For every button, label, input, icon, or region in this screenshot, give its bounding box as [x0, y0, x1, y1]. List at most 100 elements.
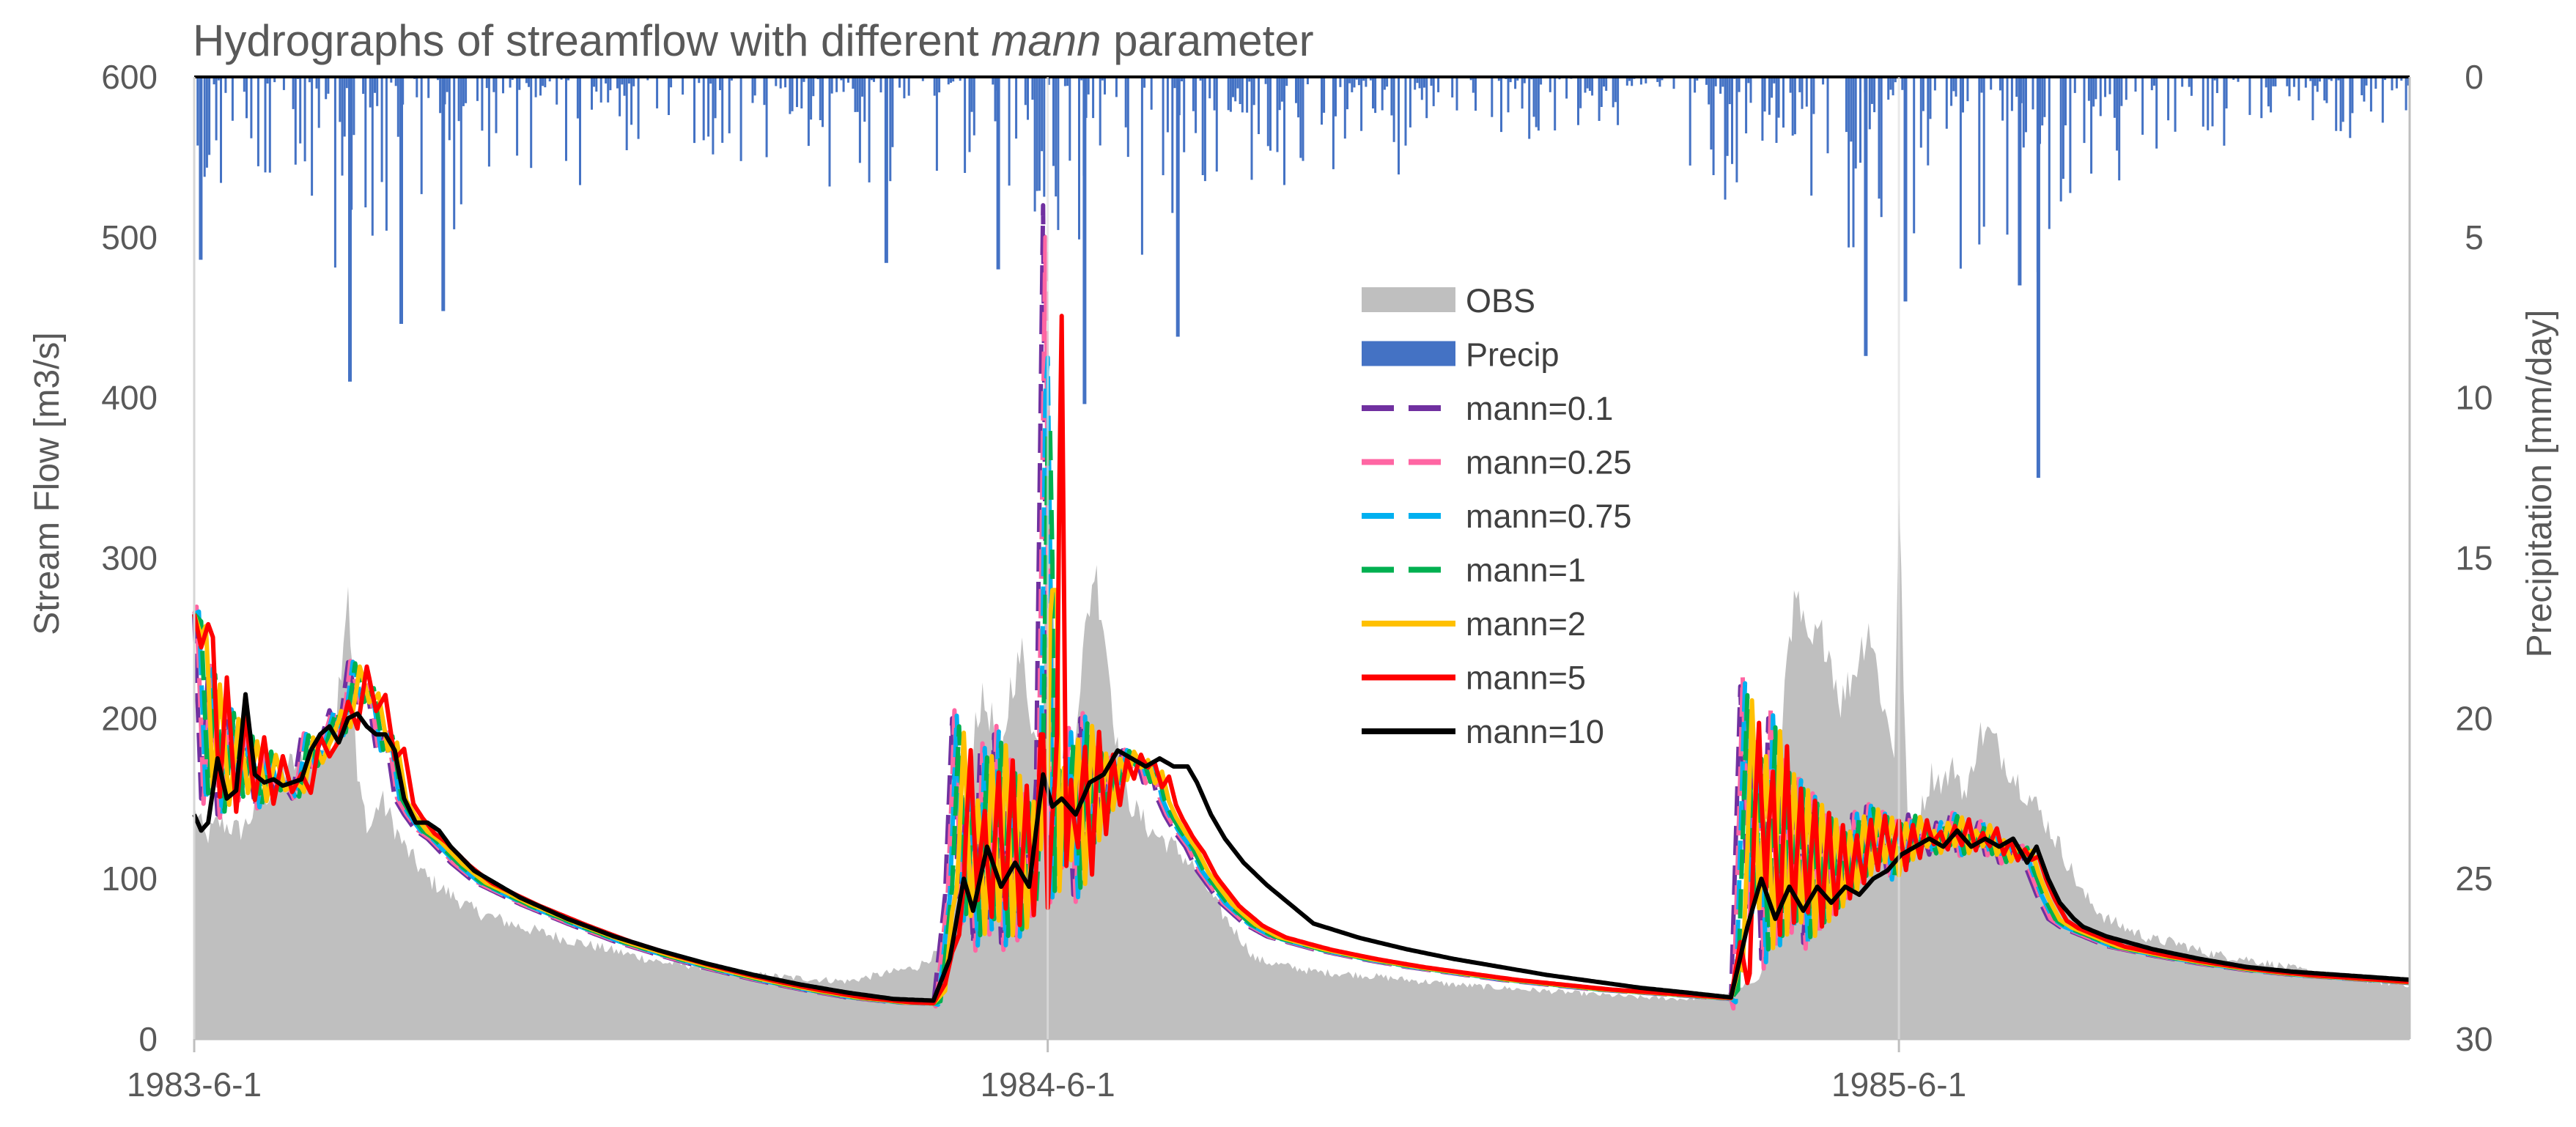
precip-bar — [840, 77, 843, 81]
precip-bar — [1269, 77, 1272, 151]
precip-bar — [950, 77, 952, 83]
precip-bar — [2237, 77, 2240, 82]
precip-bar — [371, 77, 374, 236]
precip-bar — [327, 77, 330, 94]
precip-bar — [1306, 77, 1309, 84]
precip-bar — [1978, 77, 1981, 245]
precip-bar — [728, 77, 731, 133]
precip-bar — [2125, 77, 2127, 100]
precip-bar — [630, 77, 633, 125]
precip-bar — [2141, 77, 2144, 135]
precip-bar — [492, 77, 495, 92]
precip-bar — [2104, 77, 2107, 97]
precip-bars-layer — [196, 77, 2410, 478]
y-tick-label: 300 — [101, 539, 158, 577]
precip-bar — [2207, 77, 2210, 130]
precip-bar-peak — [1082, 77, 1087, 404]
precip-bar — [714, 77, 717, 119]
precip-bar — [548, 77, 551, 82]
precip-bar — [2384, 77, 2386, 81]
precip-bar — [1055, 77, 1058, 197]
precip-bar — [1126, 77, 1129, 158]
precip-bar — [2369, 77, 2372, 112]
precip-bar — [1922, 77, 1924, 111]
precip-bar — [1577, 77, 1579, 125]
precip-bar — [1297, 77, 1300, 118]
precip-bar — [1514, 77, 1517, 89]
precip-bar — [1793, 77, 1796, 135]
precip-bar — [2248, 77, 2251, 115]
precip-bar — [1357, 77, 1360, 86]
precip-bar — [1761, 77, 1764, 141]
precip-bar — [959, 77, 962, 81]
precip-bar — [2015, 77, 2018, 97]
precip-bar — [215, 77, 218, 141]
precip-bar — [1696, 77, 1699, 81]
precip-bar — [1845, 77, 1848, 133]
precip-bar — [476, 77, 479, 101]
precip-bar — [933, 77, 936, 96]
precip-bar — [609, 77, 612, 91]
precip-bar — [1507, 77, 1510, 113]
precip-bar — [1789, 77, 1792, 93]
precip-bar — [828, 77, 831, 187]
precip-bar — [481, 77, 484, 131]
legend-item: mann=0.1 — [1362, 390, 1613, 427]
precip-bar — [2211, 77, 2214, 127]
precip-bar — [1101, 77, 1104, 81]
precip-bar — [1057, 77, 1060, 230]
precip-bar — [2292, 77, 2295, 87]
precip-bar — [2099, 77, 2102, 117]
precip-bar — [1227, 77, 1230, 111]
precip-bar — [1381, 77, 1384, 111]
precip-bar — [2092, 77, 2095, 107]
precip-bar — [1353, 77, 1356, 88]
precip-bar — [1283, 77, 1285, 185]
precip-bar — [1735, 77, 1738, 182]
precip-bar — [1348, 77, 1351, 84]
precip-bar — [1365, 77, 1368, 87]
precip-bar — [1323, 77, 1326, 113]
precip-bar — [854, 77, 857, 112]
precip-bar — [1982, 77, 1985, 227]
precip-bar — [362, 77, 365, 95]
precip-bar — [2188, 77, 2191, 87]
precip-bar — [2043, 77, 2046, 117]
precip-bar — [268, 77, 271, 173]
precip-bar — [565, 77, 567, 161]
precip-bar — [1321, 77, 1323, 125]
y-tick-label: 0 — [139, 1020, 158, 1058]
precip-bar — [1868, 77, 1871, 130]
precip-bar — [1631, 77, 1634, 86]
precip-bar-peak — [199, 77, 203, 260]
precip-bar — [2025, 77, 2027, 133]
precip-bar — [1192, 77, 1195, 111]
precip-bar — [751, 77, 754, 103]
precip-bar — [1369, 77, 1372, 81]
precip-bar-peak — [2036, 77, 2040, 478]
precip-bar — [1999, 77, 2001, 91]
precip-bar — [1955, 77, 1957, 97]
precip-bar — [1880, 77, 1883, 218]
precip-bar-peak — [399, 77, 403, 324]
precip-bar — [1878, 77, 1881, 199]
precip-bar — [2351, 77, 2354, 114]
precip-bar — [1990, 77, 1993, 90]
precip-bar — [1870, 77, 1873, 104]
precip-bar — [1295, 77, 1297, 103]
precip-bar — [784, 77, 787, 88]
precip-bar — [1248, 77, 1251, 82]
precip-bar — [835, 77, 838, 92]
precip-bar — [1540, 77, 1543, 85]
precip-bar — [1901, 77, 1904, 90]
precip-bar — [1266, 77, 1269, 147]
legend-swatch-precip — [1362, 341, 1455, 366]
precip-bar — [1728, 77, 1731, 105]
precip-bar — [1614, 77, 1617, 103]
precip-bar — [1763, 77, 1766, 112]
precip-bar — [457, 77, 460, 122]
precip-bar — [2270, 77, 2273, 113]
precip-bar — [1183, 77, 1186, 152]
precip-bar — [394, 77, 397, 86]
precip-bar — [224, 77, 227, 93]
